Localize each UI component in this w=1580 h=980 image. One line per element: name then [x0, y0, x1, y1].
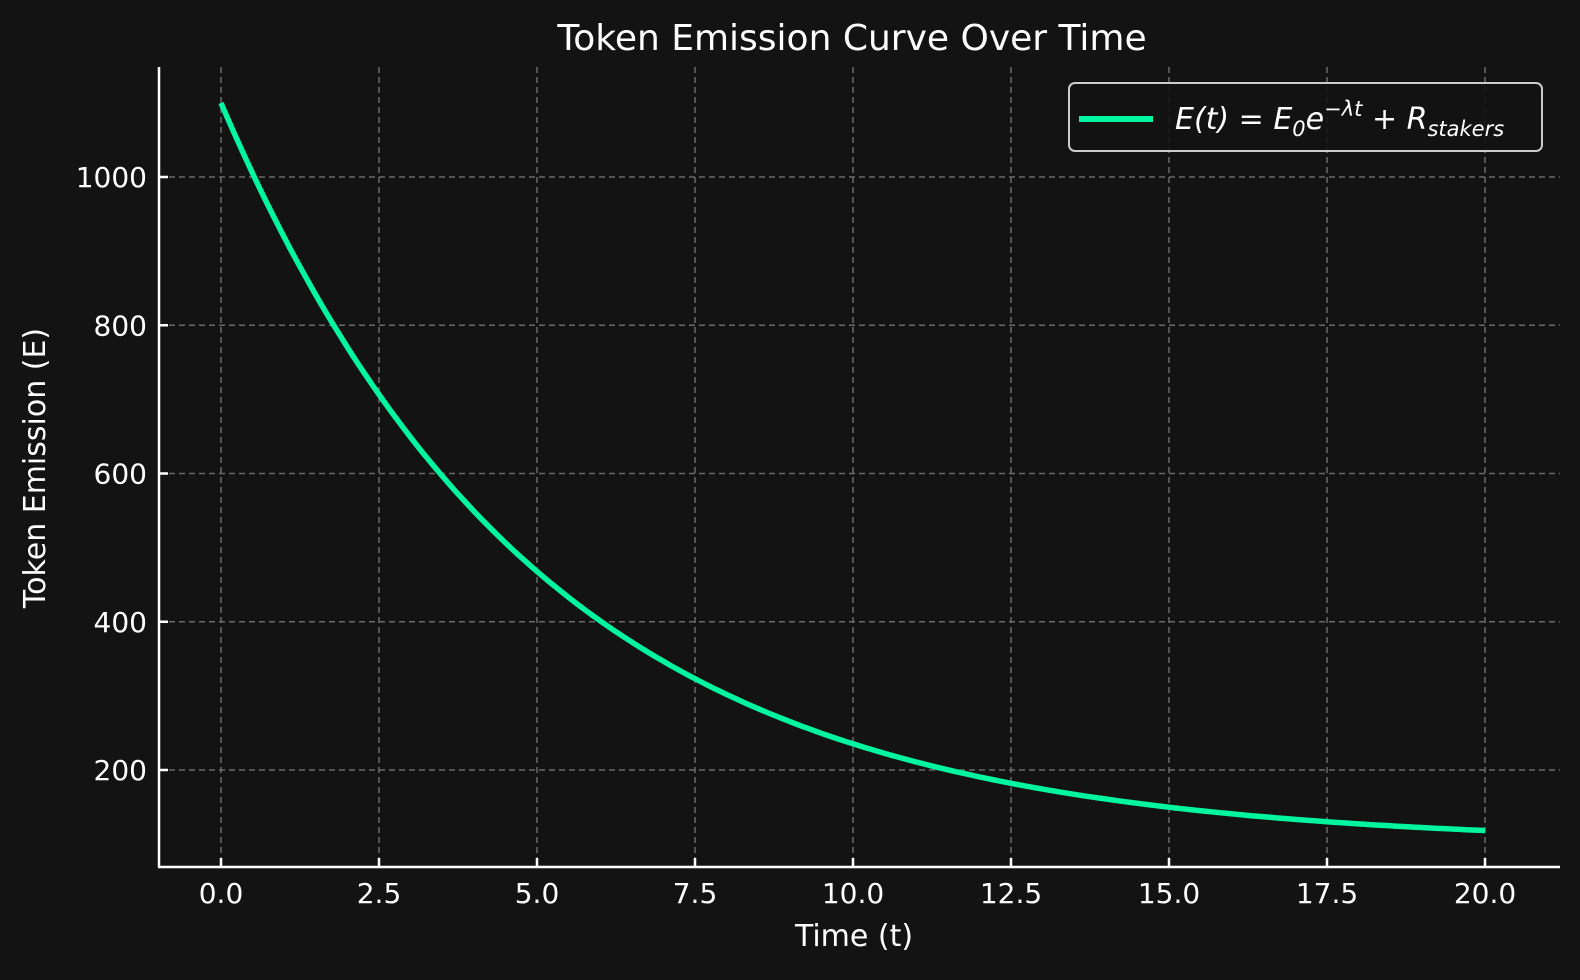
x-axis-label: Time (t)	[794, 919, 913, 954]
legend: E(t) = E0e−λt + Rstakers	[1068, 82, 1543, 152]
y-axis-ticks: 200 400 600 800 1000	[76, 161, 168, 787]
legend-label: E(t) = E0e−λt + Rstakers	[1175, 97, 1504, 141]
y-tick-label: 200	[94, 754, 147, 787]
legend-box	[1068, 82, 1543, 152]
x-tick-label: 12.5	[980, 877, 1042, 910]
x-tick-label: 7.5	[673, 877, 718, 910]
x-axis-ticks: 0.0 2.5 5.0 7.5 10.0 12.5 15.0 17.5 20.0	[199, 858, 1516, 910]
x-tick-label: 10.0	[822, 877, 884, 910]
x-tick-label: 0.0	[199, 877, 244, 910]
chart-title: Token Emission Curve Over Time	[556, 18, 1146, 59]
y-axis-label: Token Emission (E)	[18, 328, 53, 609]
y-tick-label: 400	[94, 606, 147, 639]
y-tick-label: 600	[94, 458, 147, 491]
x-tick-label: 20.0	[1454, 877, 1516, 910]
grid-lines	[159, 67, 1560, 867]
y-tick-label: 1000	[76, 161, 147, 194]
emission-curve-line	[218, 101, 1486, 834]
y-tick-label: 800	[94, 309, 147, 342]
x-tick-label: 5.0	[515, 877, 560, 910]
x-tick-label: 17.5	[1296, 877, 1358, 910]
x-tick-label: 15.0	[1138, 877, 1200, 910]
x-tick-label: 2.5	[357, 877, 402, 910]
series-layer	[218, 101, 1486, 834]
